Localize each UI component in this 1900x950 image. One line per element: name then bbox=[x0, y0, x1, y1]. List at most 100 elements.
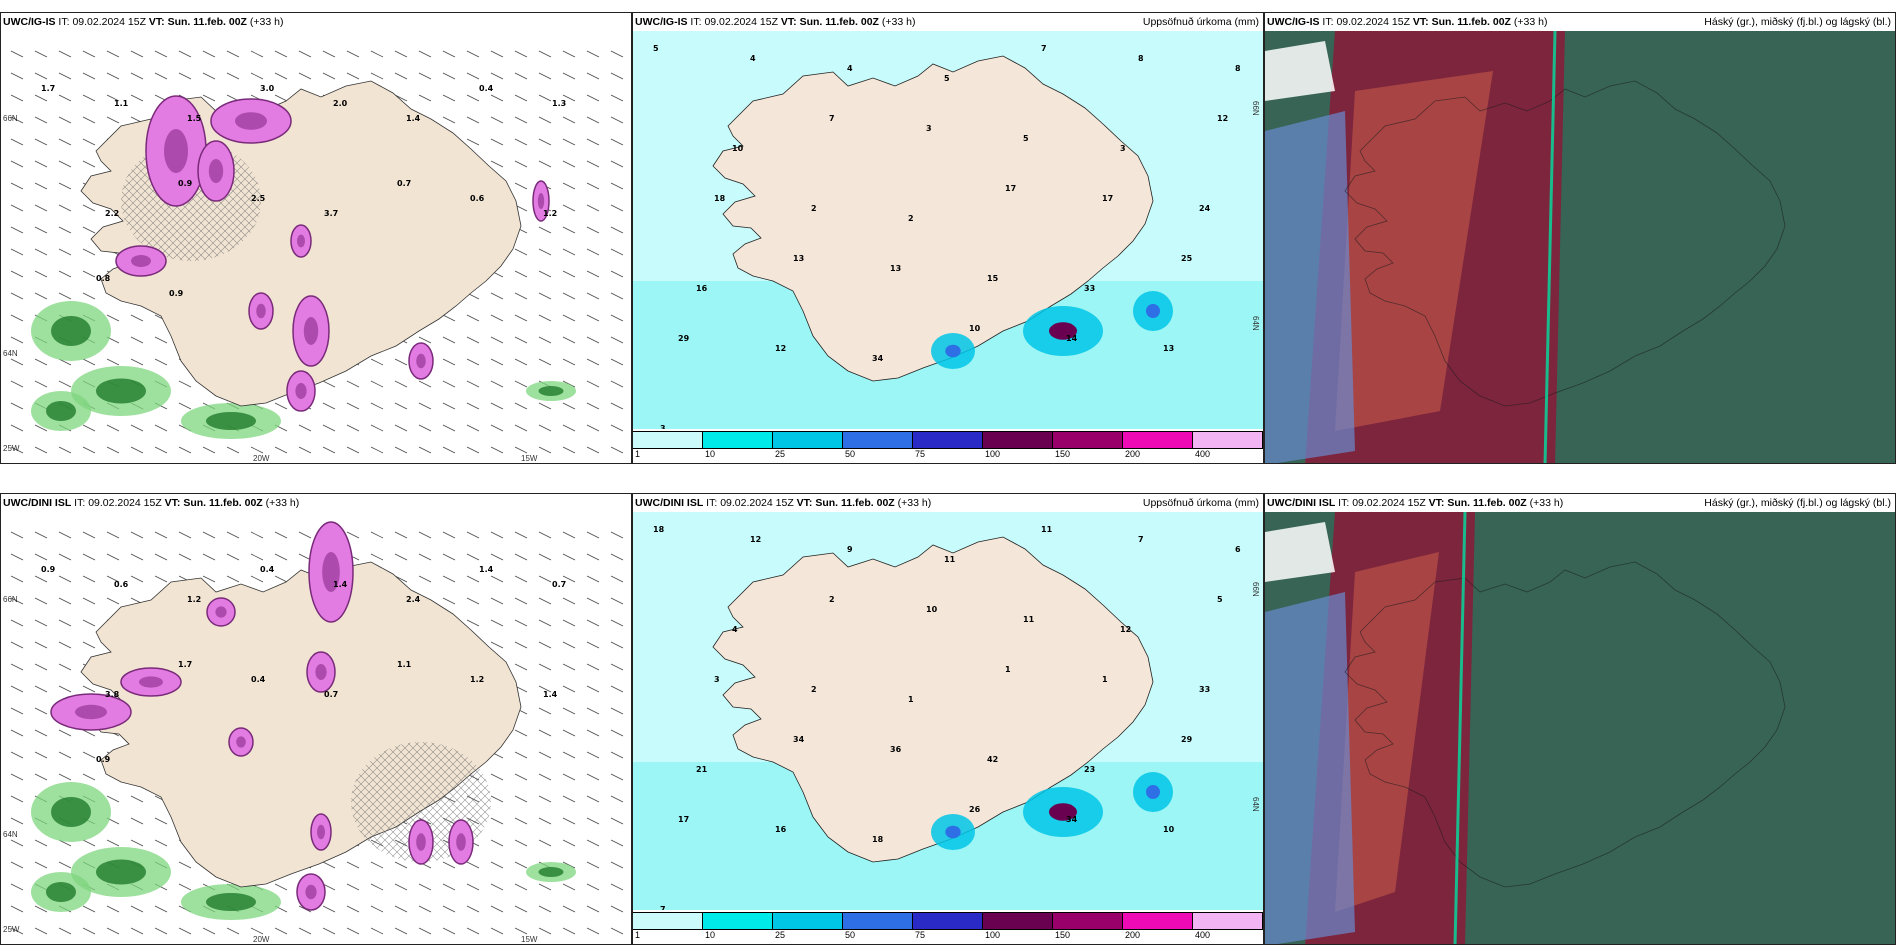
wind-barb bbox=[10, 839, 24, 847]
wind-barb bbox=[466, 358, 480, 366]
wind-barb bbox=[490, 597, 504, 605]
wind-barb bbox=[178, 380, 192, 388]
wind-barb bbox=[514, 663, 528, 671]
wind-barb bbox=[34, 685, 48, 693]
wind-barb bbox=[610, 380, 624, 388]
colorbar-label: 200 bbox=[1125, 449, 1141, 459]
model-name: UWC/DINI ISL bbox=[635, 497, 704, 509]
wind-barb bbox=[538, 663, 552, 671]
wind-barb bbox=[10, 248, 24, 256]
wind-barb bbox=[346, 380, 360, 388]
wind-barb bbox=[274, 883, 288, 891]
wind-barb bbox=[370, 380, 384, 388]
wind-barb bbox=[58, 138, 72, 146]
wind-barb bbox=[106, 927, 120, 935]
wind-barb bbox=[610, 314, 624, 322]
wind-barb bbox=[490, 292, 504, 300]
wind-barb bbox=[562, 402, 576, 410]
wind-barb bbox=[178, 50, 192, 58]
colorbar-label: 150 bbox=[1055, 930, 1071, 940]
precip-colorbar bbox=[633, 431, 1263, 449]
colorbar-segment bbox=[773, 913, 843, 929]
wind-barb bbox=[538, 226, 552, 234]
wind-barb bbox=[58, 292, 72, 300]
wind-barb bbox=[130, 336, 144, 344]
panel-header: UWC/DINI ISL IT: 09.02.2024 15Z VT: Sun.… bbox=[635, 497, 932, 509]
precipitation-map: 1812911117642101112532111332134364223291… bbox=[633, 512, 1263, 910]
wind-barb bbox=[586, 883, 600, 891]
wind-barb bbox=[58, 446, 72, 454]
snow-map-panel-top: UWC/IG-IS IT: 09.02.2024 15Z VT: Sun. 11… bbox=[0, 12, 632, 464]
wind-barb bbox=[442, 314, 456, 322]
wind-barb bbox=[58, 663, 72, 671]
precip-value-label: 5 bbox=[944, 74, 950, 83]
wind-barb bbox=[10, 817, 24, 825]
wind-barb bbox=[34, 204, 48, 212]
wind-barb bbox=[514, 94, 528, 102]
wind-barb bbox=[610, 575, 624, 583]
wind-barb bbox=[226, 72, 240, 80]
snow-core bbox=[215, 606, 227, 618]
wind-barb bbox=[10, 50, 24, 58]
wind-barb bbox=[538, 619, 552, 627]
wind-barb bbox=[82, 204, 96, 212]
wind-barb bbox=[466, 402, 480, 410]
wind-barb bbox=[58, 531, 72, 539]
wind-barb bbox=[106, 839, 120, 847]
wind-barb bbox=[154, 927, 168, 935]
wind-barb bbox=[514, 575, 528, 583]
wind-barb bbox=[130, 553, 144, 561]
wind-barb bbox=[466, 314, 480, 322]
wind-barb bbox=[490, 861, 504, 869]
wind-barb bbox=[202, 50, 216, 58]
wind-barb bbox=[226, 50, 240, 58]
wind-barb bbox=[610, 619, 624, 627]
wind-barb bbox=[82, 116, 96, 124]
wind-barb bbox=[562, 50, 576, 58]
colorbar-label: 1 bbox=[635, 930, 641, 940]
wind-barb bbox=[562, 72, 576, 80]
cloud-edge bbox=[1543, 31, 1557, 463]
wind-barb bbox=[178, 553, 192, 561]
wind-barb bbox=[514, 861, 528, 869]
snow-value-label: 1.4 bbox=[543, 690, 558, 699]
wind-barb bbox=[10, 424, 24, 432]
snow-core bbox=[235, 112, 267, 130]
panel-header: UWC/DINI ISL IT: 09.02.2024 15Z VT: Sun.… bbox=[1267, 497, 1564, 509]
wind-barb bbox=[34, 861, 48, 869]
wind-barb bbox=[514, 553, 528, 561]
wind-barb bbox=[34, 270, 48, 278]
rain-core bbox=[96, 859, 146, 885]
snow-value-label: 0.9 bbox=[178, 179, 193, 188]
wind-barb bbox=[10, 270, 24, 278]
wind-barb bbox=[58, 553, 72, 561]
colorbar-segment bbox=[1053, 432, 1123, 448]
wind-barb bbox=[562, 597, 576, 605]
snow-value-label: 1.2 bbox=[187, 595, 201, 604]
wind-barb bbox=[538, 553, 552, 561]
wind-barb bbox=[538, 751, 552, 759]
wind-barb bbox=[538, 248, 552, 256]
snow-value-label: 0.9 bbox=[41, 565, 56, 574]
wind-barb bbox=[106, 531, 120, 539]
wind-barb bbox=[514, 292, 528, 300]
precip-core bbox=[1146, 785, 1160, 799]
wind-barb bbox=[514, 182, 528, 190]
wind-barb bbox=[562, 751, 576, 759]
colorbar-segment bbox=[633, 913, 703, 929]
wind-barb bbox=[34, 663, 48, 671]
snow-core bbox=[75, 704, 107, 720]
low-cloud-area bbox=[1265, 111, 1355, 463]
wind-barb bbox=[562, 729, 576, 737]
wind-barb bbox=[10, 138, 24, 146]
panel-title: Háský (gr.), miðský (fj.bl.) og lágský (… bbox=[1704, 16, 1891, 28]
wind-barb bbox=[58, 927, 72, 935]
iceland-outline bbox=[1344, 561, 1786, 888]
wind-barb bbox=[58, 773, 72, 781]
wind-barb bbox=[418, 575, 432, 583]
wind-barb bbox=[562, 553, 576, 561]
wind-barb bbox=[82, 160, 96, 168]
wind-barb bbox=[418, 380, 432, 388]
wind-barb bbox=[562, 226, 576, 234]
wind-barb bbox=[394, 358, 408, 366]
